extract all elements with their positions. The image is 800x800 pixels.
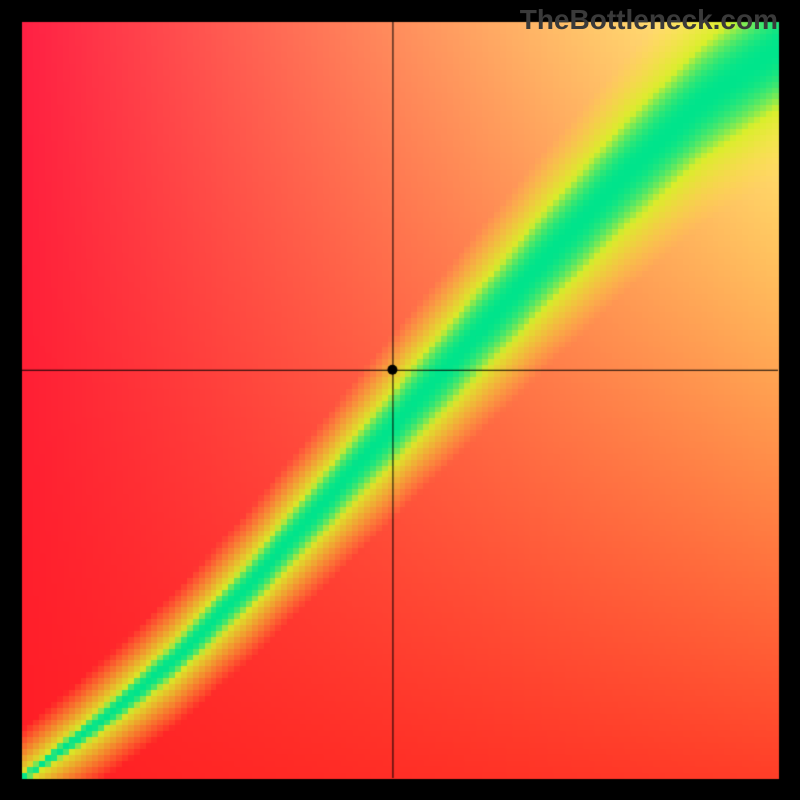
bottleneck-canvas — [0, 0, 800, 800]
watermark-text: TheBottleneck.com — [520, 4, 778, 36]
